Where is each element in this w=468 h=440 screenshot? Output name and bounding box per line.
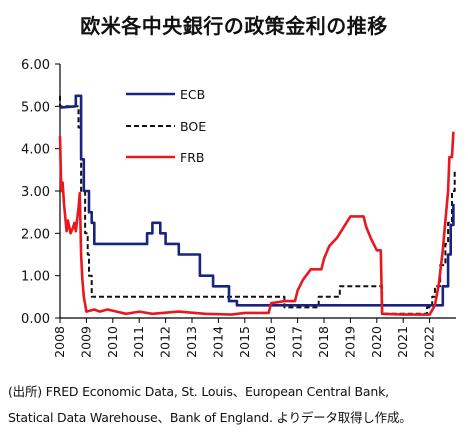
x-tick-label: 2022 <box>422 326 437 358</box>
source-note-line-2: Statical Data Warehouse、Bank of England.… <box>8 410 412 425</box>
legend-label-boe: BOE <box>180 119 206 134</box>
series-line-frb <box>58 131 455 316</box>
legend-label-ecb: ECB <box>180 87 205 102</box>
y-tick-label: 5.00 <box>21 100 50 115</box>
x-tick-label: 2021 <box>395 326 410 358</box>
x-tick-label: 2010 <box>105 326 120 358</box>
x-tick-label: 2012 <box>158 326 173 358</box>
y-tick-label: 4.00 <box>21 143 50 158</box>
line-chart: 0.00 1.00 2.00 3.00 4.00 5.00 6.00 2008 2009 2010… <box>21 58 456 358</box>
y-tick-label: 3.00 <box>21 185 50 200</box>
y-tick-label: 0.00 <box>21 312 50 327</box>
x-tick-label: 2011 <box>131 326 146 358</box>
legend-label-frb: FRB <box>180 150 204 165</box>
x-tick-label: 2013 <box>184 326 199 358</box>
x-tick-label: 2014 <box>210 326 225 358</box>
y-tick-label: 2.00 <box>21 227 50 242</box>
x-tick-label: 2019 <box>342 326 357 358</box>
source-note-line-1: (出所) FRED Economic Data, St. Louis、Europ… <box>8 384 389 399</box>
series-line-boe <box>59 95 456 315</box>
x-tick-label: 2018 <box>316 326 331 358</box>
y-tick-label: 6.00 <box>21 58 50 73</box>
series-line-ecb <box>59 94 455 307</box>
y-tick-label: 1.00 <box>21 270 50 285</box>
chart-title: 欧米各中央銀行の政策金利の推移 <box>80 14 388 38</box>
x-tick-label: 2016 <box>263 326 278 358</box>
x-tick-label: 2008 <box>52 326 67 358</box>
x-tick-label: 2015 <box>237 326 252 358</box>
x-tick-label: 2009 <box>78 326 93 358</box>
x-tick-label: 2020 <box>369 326 384 358</box>
x-tick-label: 2017 <box>290 326 305 358</box>
